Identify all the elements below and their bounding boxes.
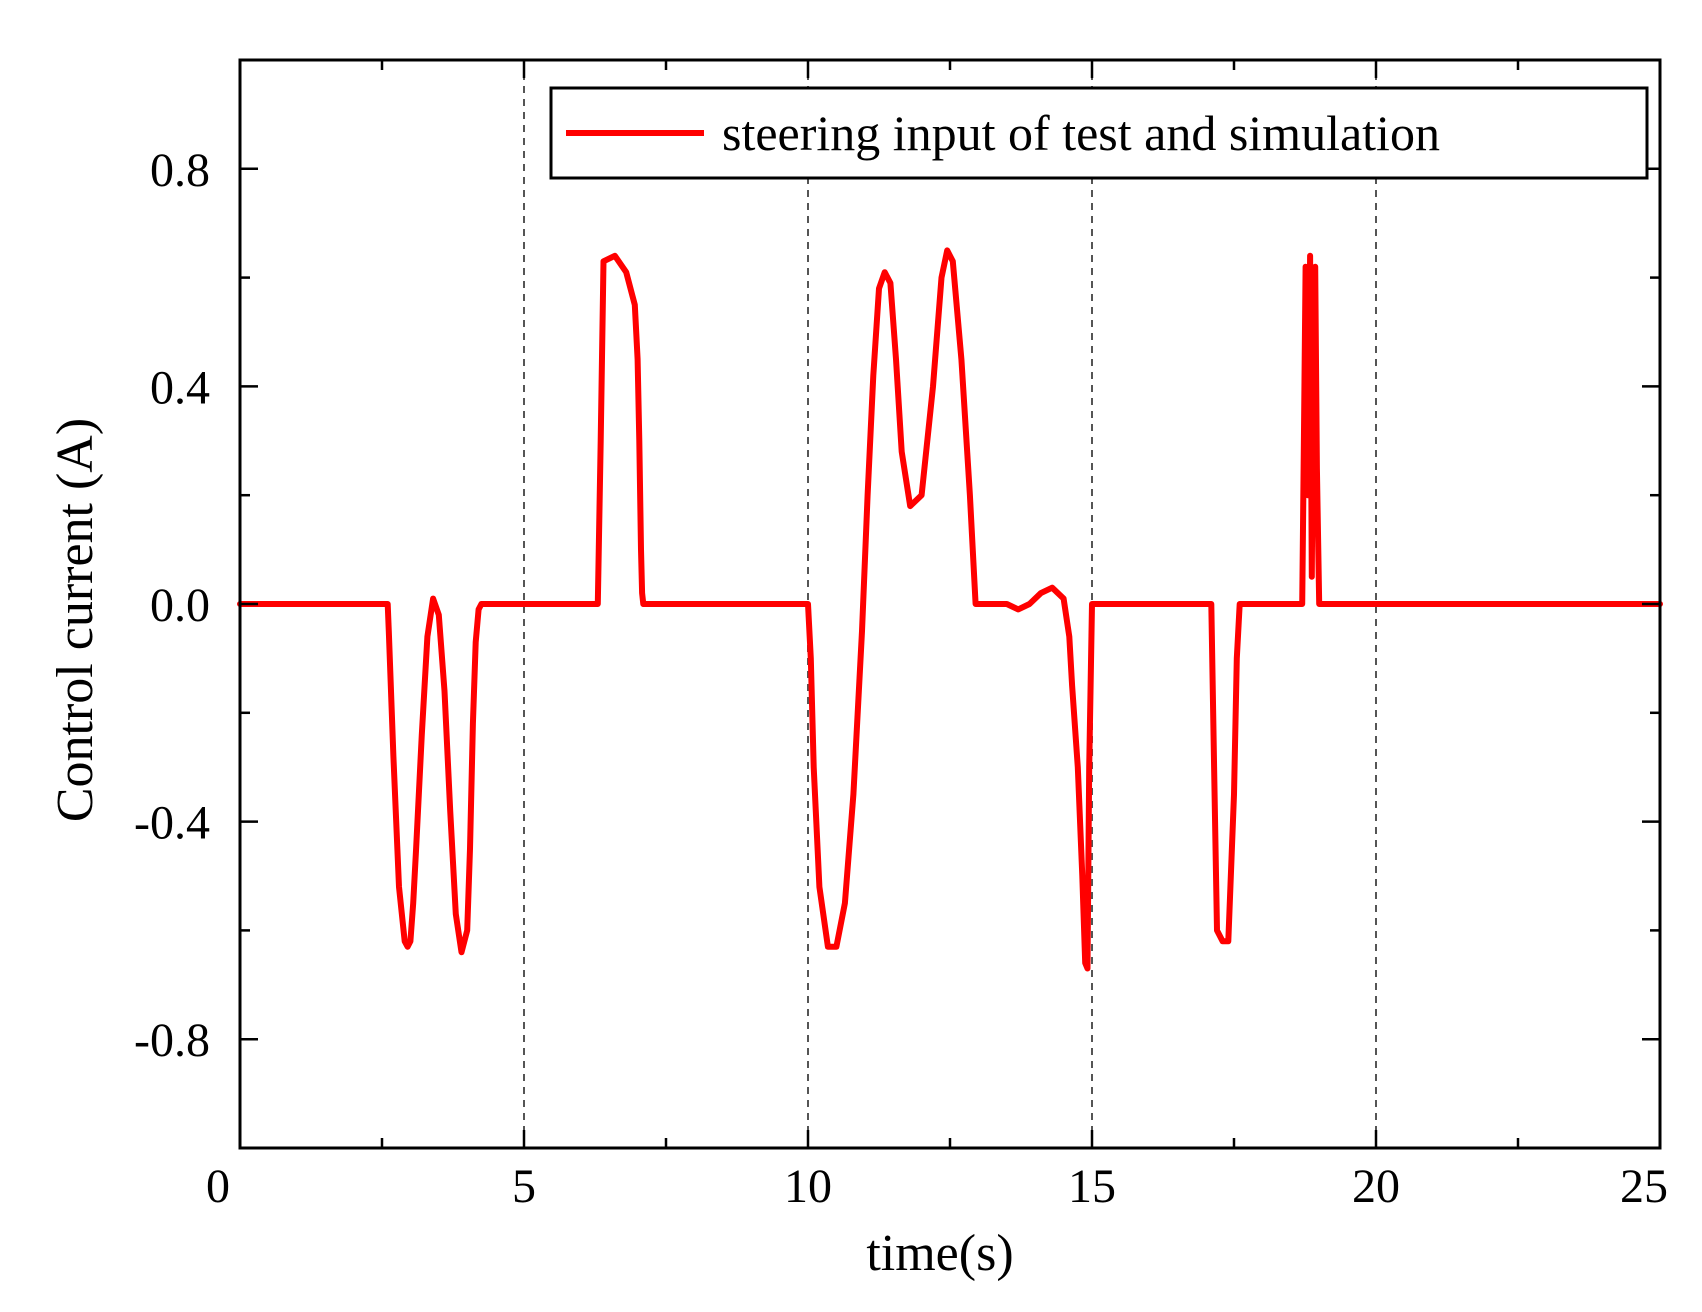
legend: steering input of test and simulation [549, 86, 1649, 180]
y-tick-label: -0.8 [134, 1014, 210, 1067]
x-tick-label: 15 [1068, 1160, 1116, 1213]
series-line-steering-input [237, 247, 1663, 972]
x-tick-label: 20 [1352, 1160, 1400, 1213]
x-tick-label: 25 [1620, 1160, 1668, 1213]
x-tick-label: 0 [206, 1160, 230, 1213]
y-tick-label: 0.0 [150, 579, 210, 632]
series-layer [237, 247, 1663, 972]
x-tick-label: 10 [784, 1160, 832, 1213]
x-axis-label: time(s) [866, 1225, 1013, 1282]
y-axis-tick-labels: 0.8 0.4 0.0 -0.4 -0.8 [134, 144, 210, 1067]
x-axis-tick-labels: 0 5 10 15 20 25 [206, 1160, 1668, 1213]
y-axis-label: Control current (A) [47, 418, 104, 822]
x-tick-label: 5 [512, 1160, 536, 1213]
legend-label: steering input of test and simulation [722, 105, 1440, 161]
y-tick-label: 0.4 [150, 361, 210, 414]
axis-ticks [238, 58, 1662, 1150]
y-tick-label: -0.4 [134, 797, 210, 850]
legend-box [549, 86, 1649, 180]
y-tick-label: 0.8 [150, 144, 210, 197]
